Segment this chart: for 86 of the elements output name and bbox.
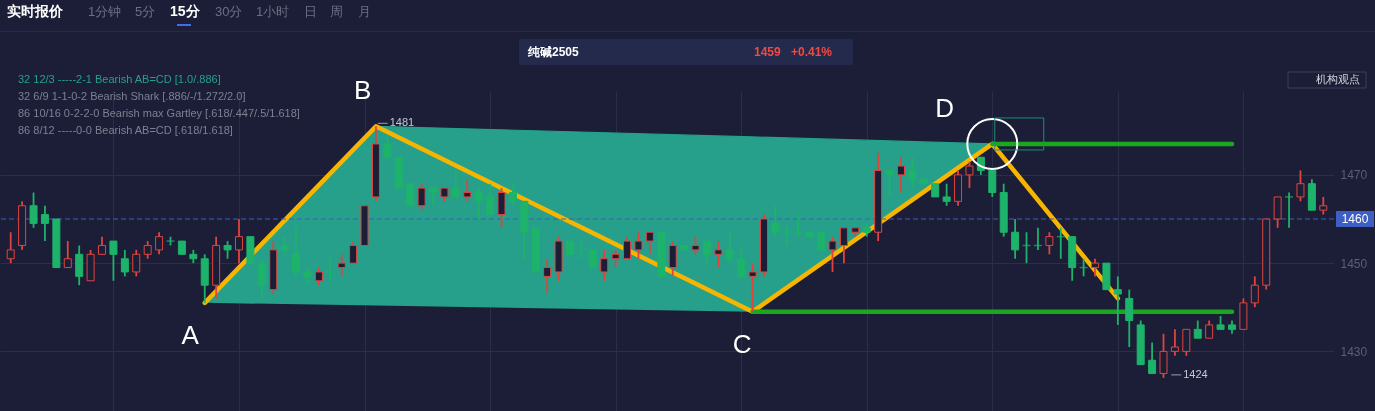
annotation: C [732,328,752,359]
candlestick [714,240,723,269]
annotation: 32 6/9 1-1-0-2 Bearish Shark [.886/-/1.272/2.0] [18,90,246,102]
text: 1小时 [256,4,290,19]
candlestick [1113,275,1122,326]
candlestick [1148,341,1157,375]
annotation: B [354,75,372,106]
candlestick [645,231,654,256]
y-tick-label: 1450 [1340,256,1368,271]
candlestick [463,178,472,203]
annotation: 86 10/16 0-2-2-0 Bearish max Gartley [.618/.447/.5/1.618] [18,107,300,119]
candlestick [1045,231,1054,256]
candlestick [417,182,426,212]
candlestick [702,240,711,265]
candlestick [326,257,335,282]
candlestick [1125,288,1134,348]
candlestick [486,182,495,216]
text: 1424 [1183,367,1208,380]
candlestick [508,182,517,207]
candlestick [292,226,301,278]
candlestick [634,231,643,260]
text: 1459 [754,45,782,59]
candlestick [63,240,72,269]
candlestick [1159,332,1168,379]
candlestick [257,257,266,300]
candlestick [40,204,49,242]
candlestick [6,231,15,265]
text: 15分 [170,3,201,19]
candlestick [725,231,734,265]
candlestick [120,249,129,278]
candlestick [942,182,951,207]
text: 30分 [215,4,243,19]
candlestick [988,169,997,198]
candlestick [1170,328,1179,357]
text: 1481 [389,116,415,129]
candlestick [349,240,358,265]
candlestick [623,235,632,260]
annotation: A [181,319,200,350]
candlestick [737,244,746,278]
candlestick [896,156,905,194]
y-tick-label: 1430 [1340,344,1368,359]
candlestick [885,169,894,198]
text: 月 [358,4,371,19]
ref-line-label: 1460 [1341,212,1369,226]
annotation: 86 8/12 -----0-0 Bearish AB=CD [.618/1.618] [18,124,233,136]
candlestick [782,226,791,247]
text: 实时报价 [7,3,64,19]
candlestick [474,187,483,220]
text: 5分 [135,4,156,19]
candlestick [29,191,38,229]
candlestick [828,235,837,273]
candlestick [748,262,757,313]
text: +0.41% [791,45,833,59]
candlestick [383,134,392,163]
candlestick [1011,218,1020,260]
candlestick [1296,169,1305,203]
text: 日 [304,4,317,19]
candlestick [1250,275,1259,309]
candlestick [543,257,552,295]
candlestick [109,240,118,282]
candlestick [234,218,243,265]
candlestick [75,244,84,287]
candlestick [771,204,780,238]
candlestick [577,240,586,260]
candlestick [132,249,141,278]
candlestick [337,253,346,278]
text: 周 [330,4,343,19]
candlestick [406,183,415,207]
candlestick [451,169,460,198]
candlestick [600,249,609,282]
chart-title: 纯碱2505 [527,45,580,59]
text: 1分钟 [88,4,122,19]
y-tick-label: 1470 [1340,168,1368,183]
candlestick [155,231,164,256]
candlestick [1182,328,1191,357]
candlestick [839,226,848,265]
candlestick [1273,196,1282,229]
candlestick [794,213,803,238]
text: 机构观点 [1316,73,1360,85]
candlestick [497,187,506,229]
candlestick [1285,191,1294,229]
text: 32 12/3 -----2-1 Bearish AB=CD [1.0/.886] [18,73,221,85]
candlestick [965,160,974,189]
candlestick [668,240,677,278]
annotation: D [935,92,955,123]
candlestick [908,156,917,189]
